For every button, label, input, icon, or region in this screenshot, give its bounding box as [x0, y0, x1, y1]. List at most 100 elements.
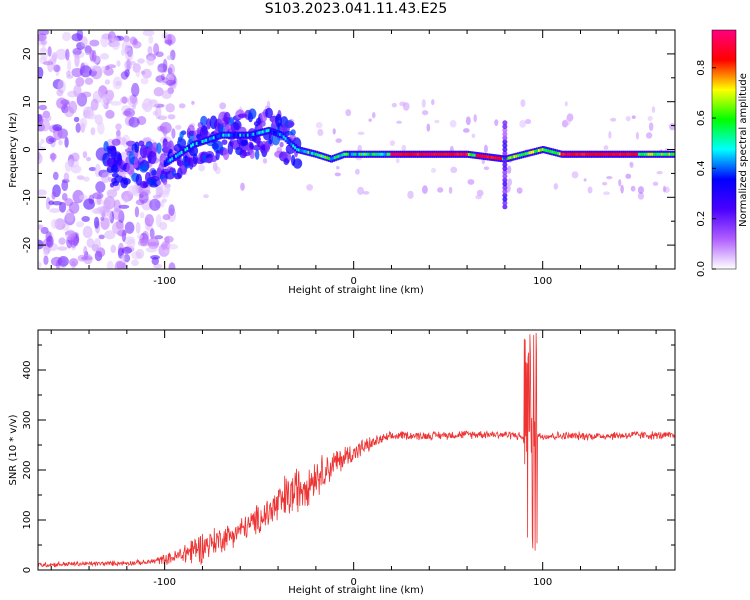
noise-blob [65, 48, 70, 61]
track-cell [299, 148, 303, 152]
y-tick-label: 200 [22, 460, 33, 479]
noise-blob [126, 239, 136, 249]
track-cell [617, 152, 621, 156]
noise-blob [64, 136, 69, 148]
noise-blob [165, 103, 175, 113]
track-cell [553, 150, 557, 154]
track-cell [278, 132, 282, 136]
track-cell [416, 152, 420, 156]
spike-blob [502, 200, 508, 206]
noise-blob [154, 235, 164, 240]
snr-ticks: -100 0 100 0 100 200 300 400 [22, 330, 675, 588]
spike-blob [502, 169, 508, 175]
noise-blob [100, 34, 109, 48]
noise-blob [38, 224, 44, 230]
track-cell [639, 152, 643, 156]
track-blob [139, 163, 149, 173]
track-cell [626, 152, 630, 156]
noise-blob [631, 115, 636, 119]
track-blob [213, 129, 220, 134]
noise-blob [76, 30, 84, 41]
noise-blob [45, 115, 52, 122]
noise-blob [159, 221, 168, 231]
track-cell [655, 152, 659, 156]
noise-blob [610, 117, 617, 122]
noise-blob [148, 35, 154, 44]
noise-blob [40, 138, 45, 144]
noise-blob [564, 101, 568, 107]
track-cell [624, 152, 628, 156]
track-cell [250, 133, 254, 137]
track-cell [269, 129, 273, 133]
noise-blob [121, 246, 133, 255]
noise-blob [637, 186, 644, 194]
track-cell [545, 148, 549, 152]
track-cell [322, 155, 326, 159]
y-tick-label: -20 [22, 237, 33, 253]
noise-blob [168, 63, 175, 76]
noise-blob [43, 255, 49, 266]
noise-blob [106, 260, 114, 269]
noise-blob [630, 185, 636, 192]
noise-blob [52, 171, 59, 181]
noise-blob [608, 131, 612, 139]
track-blob [126, 162, 135, 175]
track-cell [163, 162, 167, 166]
track-cell [305, 150, 309, 154]
track-cell [209, 137, 213, 141]
track-cell [388, 152, 392, 156]
track-cell [443, 152, 447, 156]
noise-blob [93, 216, 100, 229]
track-cell [237, 133, 241, 137]
track-cell [420, 152, 424, 156]
track-cell [190, 144, 194, 148]
track-cell [547, 149, 551, 153]
colorbar-tick-label: 0.8 [696, 60, 707, 76]
track-cell [294, 146, 298, 150]
track-cell [560, 152, 564, 156]
noise-blob [434, 119, 440, 124]
track-cell [471, 153, 475, 157]
spike-blob [502, 189, 508, 195]
noise-blob [90, 98, 99, 111]
noise-blob [171, 128, 176, 139]
noise-blob [317, 128, 324, 136]
track-cell [415, 152, 419, 156]
track-cell [479, 154, 483, 158]
noise-blob [407, 190, 414, 200]
track-cell [271, 130, 275, 134]
track-cell [341, 153, 345, 157]
noise-blob [336, 165, 340, 170]
noise-blob [362, 191, 370, 195]
track-cell [660, 152, 664, 156]
track-cell [670, 152, 674, 156]
noise-blob [389, 140, 396, 146]
track-cell [394, 152, 398, 156]
track-cell [556, 151, 560, 155]
noise-blob [437, 187, 444, 193]
noise-blob [135, 248, 145, 259]
noise-blob [115, 80, 122, 87]
track-cell [205, 138, 209, 142]
track-cell [207, 138, 211, 142]
noise-blob [334, 172, 341, 177]
noise-blob [120, 261, 127, 269]
track-cell [169, 158, 173, 162]
track-cell [167, 159, 171, 163]
y-tick-label: 300 [22, 410, 33, 429]
track-cell [596, 152, 600, 156]
noise-blob [101, 96, 107, 108]
track-blob [135, 173, 142, 186]
noise-blob [110, 100, 122, 106]
noise-blob [40, 39, 48, 45]
track-cell [658, 152, 662, 156]
spike-blob [502, 185, 508, 191]
noise-blob [52, 200, 62, 206]
track-cell [263, 129, 267, 133]
track-cell [229, 133, 233, 137]
track-blob [134, 141, 140, 153]
track-cell [180, 150, 184, 154]
noise-blob [520, 99, 526, 107]
colorbar-tick-label: 0.2 [696, 211, 707, 227]
track-cell [210, 136, 214, 140]
